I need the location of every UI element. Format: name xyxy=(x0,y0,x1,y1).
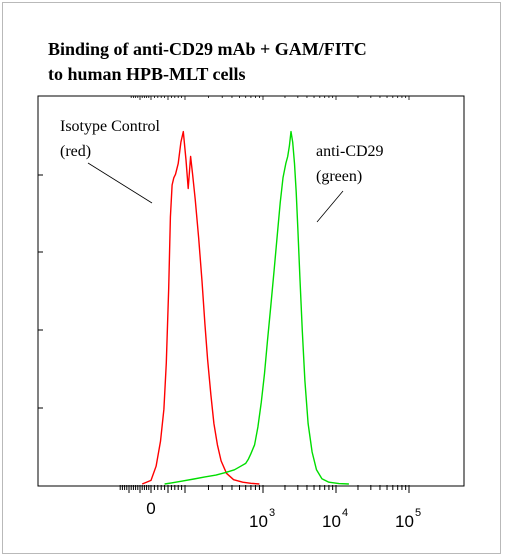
figure-frame xyxy=(2,2,501,554)
series-line-red xyxy=(141,130,260,485)
plot-area xyxy=(37,95,465,487)
x-tick-exponent: 3 xyxy=(269,507,275,519)
x-tick-exponent: 5 xyxy=(415,507,421,519)
annotation-isotype-line-2: (red) xyxy=(60,143,91,160)
axes xyxy=(38,96,410,493)
chart-title-line-1: Binding of anti-CD29 mAb + GAM/FITC xyxy=(48,39,367,59)
series-group xyxy=(141,130,349,485)
x-tick-label: 10 xyxy=(395,512,414,531)
chart-title: Binding of anti-CD29 mAb + GAM/FITC to h… xyxy=(48,37,478,87)
chart-title-line-2: to human HPB-MLT cells xyxy=(48,64,246,84)
x-tick-label: 0 xyxy=(146,499,155,518)
annotation-isotype-pointer xyxy=(87,162,153,204)
annotation-cd29-pointer xyxy=(316,190,344,223)
x-tick-label: 10 xyxy=(322,512,341,531)
x-tick-label: 10 xyxy=(249,512,268,531)
annotation-isotype-line-1: Isotype Control xyxy=(60,118,161,135)
x-tick-exponent: 4 xyxy=(342,507,348,519)
annotation-cd29-line-2: (green) xyxy=(316,168,362,185)
annotation-cd29-line-1: anti-CD29 xyxy=(316,143,384,160)
tick-labels: 010 3 10 4 10 5 xyxy=(146,499,421,531)
series-line-green xyxy=(164,130,349,485)
